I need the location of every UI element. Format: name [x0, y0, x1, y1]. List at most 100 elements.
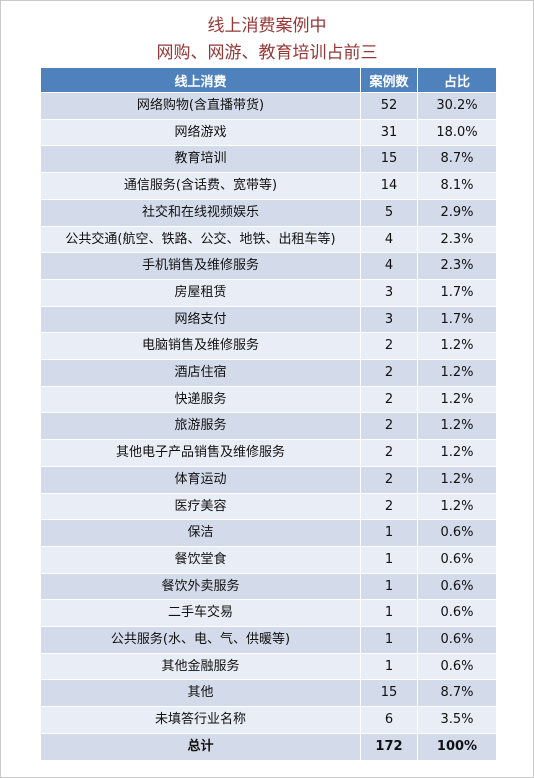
row-count-cell: 31	[360, 118, 418, 147]
row-category-cell: 旅游服务	[40, 412, 361, 441]
row-share-cell: 8.7%	[417, 145, 497, 174]
row-share-cell: 1.7%	[417, 305, 497, 334]
title-line-1: 线上消费案例中	[207, 16, 327, 36]
row-share-cell: 0.6%	[417, 572, 497, 601]
header-category: 线上消费	[40, 67, 361, 93]
row-category-cell: 教育培训	[40, 145, 361, 174]
row-category-cell: 手机销售及维修服务	[40, 252, 361, 280]
table-row: 其他 15 8.7%	[40, 679, 497, 708]
row-share-cell: 30.2%	[417, 92, 497, 120]
row-category-cell: 餐饮堂食	[40, 545, 361, 574]
total-share-cell: 100%	[417, 732, 497, 761]
row-category-cell: 网络游戏	[40, 118, 361, 147]
row-category-cell: 保洁	[40, 519, 361, 547]
table-row: 手机销售及维修服务 4 2.3%	[40, 252, 497, 280]
row-count-cell: 14	[360, 172, 418, 200]
row-share-cell: 1.2%	[417, 439, 497, 467]
header-count: 案例数	[360, 67, 418, 93]
table-row: 电脑销售及维修服务 2 1.2%	[40, 332, 497, 361]
row-category-cell: 快递服务	[40, 385, 361, 414]
row-share-cell: 18.0%	[417, 118, 497, 147]
total-label-cell: 总计	[40, 732, 361, 761]
row-share-cell: 1.7%	[417, 278, 497, 307]
row-count-cell: 1	[360, 572, 418, 601]
table-row: 社交和在线视频娱乐 5 2.9%	[40, 198, 497, 227]
row-share-cell: 1.2%	[417, 465, 497, 494]
row-category-cell: 电脑销售及维修服务	[40, 332, 361, 361]
table-row: 体育运动 2 1.2%	[40, 465, 497, 494]
table-row: 保洁 1 0.6%	[40, 519, 497, 547]
row-category-cell: 房屋租赁	[40, 278, 361, 307]
table-row: 二手车交易 1 0.6%	[40, 599, 497, 628]
row-share-cell: 2.3%	[417, 252, 497, 280]
table-row: 旅游服务 2 1.2%	[40, 412, 497, 441]
table-row: 其他金融服务 1 0.6%	[40, 652, 497, 681]
row-share-cell: 2.9%	[417, 198, 497, 227]
row-count-cell: 5	[360, 198, 418, 227]
row-count-cell: 3	[360, 278, 418, 307]
row-share-cell: 1.2%	[417, 412, 497, 441]
row-count-cell: 4	[360, 225, 418, 254]
total-row: 总计 172 100%	[40, 732, 497, 761]
row-category-cell: 酒店住宿	[40, 359, 361, 387]
row-count-cell: 15	[360, 679, 418, 708]
row-share-cell: 0.6%	[417, 652, 497, 681]
row-category-cell: 其他金融服务	[40, 652, 361, 681]
row-share-cell: 0.6%	[417, 626, 497, 654]
row-count-cell: 2	[360, 385, 418, 414]
row-category-cell: 餐饮外卖服务	[40, 572, 361, 601]
row-count-cell: 1	[360, 545, 418, 574]
row-count-cell: 2	[360, 492, 418, 521]
table-row: 公共交通(航空、铁路、公交、地铁、出租车等) 4 2.3%	[40, 225, 497, 254]
row-count-cell: 3	[360, 305, 418, 334]
table-row: 其他电子产品销售及维修服务 2 1.2%	[40, 439, 497, 467]
row-count-cell: 1	[360, 626, 418, 654]
table-header-row: 线上消费 案例数 占比	[40, 67, 497, 93]
row-count-cell: 1	[360, 519, 418, 547]
row-category-cell: 其他	[40, 679, 361, 708]
row-count-cell: 2	[360, 412, 418, 441]
row-share-cell: 1.2%	[417, 385, 497, 414]
table-row: 网络支付 3 1.7%	[40, 305, 497, 334]
row-category-cell: 未填答行业名称	[40, 706, 361, 734]
table-row: 公共服务(水、电、气、供暖等) 1 0.6%	[40, 626, 497, 654]
row-count-cell: 2	[360, 359, 418, 387]
row-count-cell: 1	[360, 599, 418, 628]
row-count-cell: 1	[360, 652, 418, 681]
row-count-cell: 52	[360, 92, 418, 120]
row-category-cell: 其他电子产品销售及维修服务	[40, 439, 361, 467]
table-row: 酒店住宿 2 1.2%	[40, 359, 497, 387]
row-category-cell: 网络购物(含直播带货)	[40, 92, 361, 120]
table-row: 房屋租赁 3 1.7%	[40, 278, 497, 307]
row-share-cell: 1.2%	[417, 332, 497, 361]
table-row: 网络购物(含直播带货) 52 30.2%	[40, 92, 497, 120]
row-count-cell: 2	[360, 465, 418, 494]
title-line-2: 网购、网游、教育培训占前三	[156, 43, 378, 63]
row-share-cell: 0.6%	[417, 519, 497, 547]
row-share-cell: 3.5%	[417, 706, 497, 734]
row-category-cell: 通信服务(含话费、宽带等)	[40, 172, 361, 200]
table-row: 未填答行业名称 6 3.5%	[40, 706, 497, 734]
row-share-cell: 1.2%	[417, 492, 497, 521]
table-body: 网络购物(含直播带货) 52 30.2% 网络游戏 31 18.0% 教育培训 15 8.7% 通…	[40, 92, 497, 761]
row-share-cell: 0.6%	[417, 599, 497, 628]
table-row: 教育培训 15 8.7%	[40, 145, 497, 174]
consumption-cases-table: 线上消费 案例数 占比 网络购物(含直播带货) 52 30.2% 网络游戏 31 18.0…	[40, 67, 497, 761]
total-count-cell: 172	[360, 732, 418, 761]
row-share-cell: 1.2%	[417, 359, 497, 387]
row-category-cell: 社交和在线视频娱乐	[40, 198, 361, 227]
row-category-cell: 医疗美容	[40, 492, 361, 521]
row-share-cell: 2.3%	[417, 225, 497, 254]
row-category-cell: 体育运动	[40, 465, 361, 494]
row-category-cell: 公共交通(航空、铁路、公交、地铁、出租车等)	[40, 225, 361, 254]
table-row: 网络游戏 31 18.0%	[40, 118, 497, 147]
row-share-cell: 0.6%	[417, 545, 497, 574]
row-category-cell: 网络支付	[40, 305, 361, 334]
row-share-cell: 8.7%	[417, 679, 497, 708]
row-share-cell: 8.1%	[417, 172, 497, 200]
table-row: 餐饮堂食 1 0.6%	[40, 545, 497, 574]
table-row: 医疗美容 2 1.2%	[40, 492, 497, 521]
table-row: 通信服务(含话费、宽带等) 14 8.1%	[40, 172, 497, 200]
row-category-cell: 二手车交易	[40, 599, 361, 628]
table-row: 餐饮外卖服务 1 0.6%	[40, 572, 497, 601]
